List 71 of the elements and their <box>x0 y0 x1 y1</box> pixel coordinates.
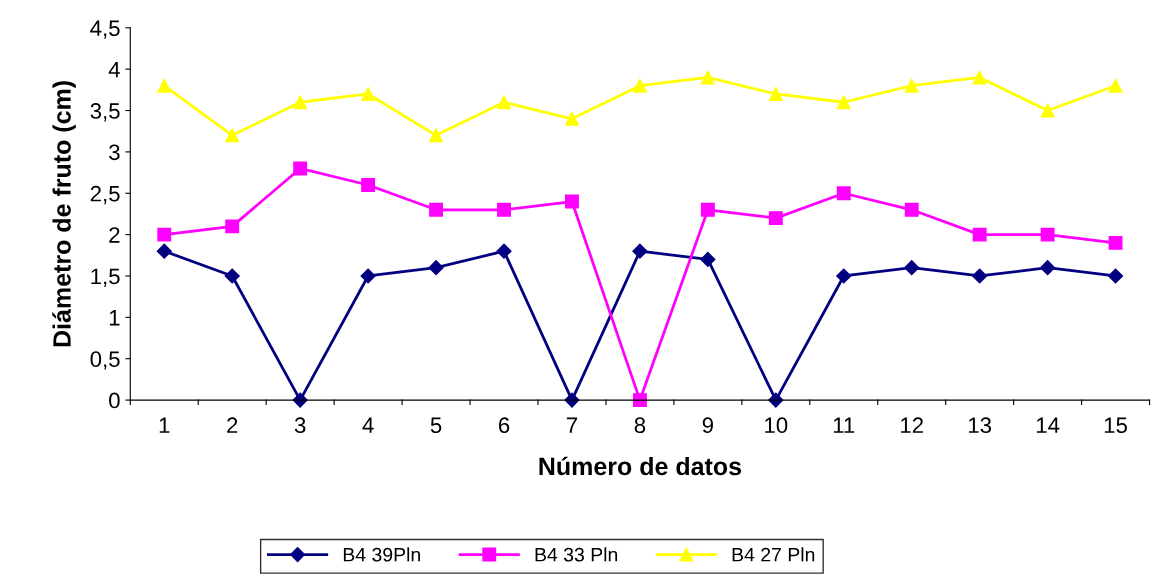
y-tick-label: 2 <box>109 227 120 243</box>
x-tick-label: 1 <box>159 417 170 433</box>
x-tick-label: 4 <box>362 417 374 433</box>
y-tick-label: 1 <box>109 310 120 326</box>
point <box>700 70 715 85</box>
point <box>904 260 920 276</box>
x-tick-label: 7 <box>566 417 578 433</box>
y-tick-label: 4 <box>108 61 120 78</box>
y-tick-label: 4,5 <box>90 20 120 39</box>
point <box>293 161 308 176</box>
point <box>293 95 308 110</box>
point <box>972 227 987 242</box>
point <box>1108 78 1123 93</box>
x-tick-label: 15 <box>1104 417 1127 434</box>
point <box>565 194 579 209</box>
x-tick-label: 13 <box>969 417 992 434</box>
x-tick-label: 8 <box>634 417 646 434</box>
point <box>428 260 444 276</box>
point <box>565 111 579 126</box>
point <box>157 227 172 242</box>
legend-label: B4 33 Pln <box>535 547 618 562</box>
point <box>700 202 715 217</box>
point <box>497 202 511 217</box>
point <box>632 78 647 93</box>
point <box>156 243 172 259</box>
x-tick-label: 10 <box>765 417 788 434</box>
point <box>497 95 511 110</box>
point <box>1040 227 1055 242</box>
point <box>1040 103 1055 118</box>
point <box>1040 260 1056 276</box>
legend-label: B4 27 Pln <box>732 547 815 562</box>
point <box>429 202 444 217</box>
point <box>361 178 376 192</box>
x-axis-title: Número de datos <box>539 456 741 476</box>
point <box>360 268 376 284</box>
y-tick-label: 3,5 <box>90 103 120 122</box>
y-axis-title: Diámetro de fruto (cm) <box>52 81 76 347</box>
point <box>836 186 851 201</box>
y-tick-label: 3 <box>109 144 120 161</box>
x-tick-label: 14 <box>1036 417 1060 433</box>
x-tick-label: 5 <box>430 417 442 434</box>
y-tick-label: 1,5 <box>91 268 120 287</box>
point <box>429 128 444 143</box>
point <box>1107 268 1124 284</box>
y-tick-label: 0 <box>109 392 120 409</box>
point <box>768 211 783 226</box>
point <box>972 268 988 284</box>
point <box>496 243 512 259</box>
point <box>225 128 240 143</box>
point <box>361 87 376 101</box>
x-tick-label: 3 <box>294 417 306 434</box>
point <box>904 78 919 93</box>
point <box>157 78 172 93</box>
point <box>224 268 240 284</box>
y-tick-label: 0,5 <box>90 351 120 370</box>
x-tick-label: 12 <box>901 417 923 433</box>
x-tick-label: 9 <box>702 417 713 434</box>
x-tick-label: 6 <box>498 417 510 434</box>
point <box>768 87 783 101</box>
y-tick-label: 2,5 <box>90 185 120 205</box>
point <box>836 268 852 284</box>
x-tick-label: 11 <box>833 417 855 433</box>
x-tick-label: 2 <box>227 417 238 433</box>
point <box>972 70 987 85</box>
point <box>1108 235 1123 250</box>
point <box>225 219 240 234</box>
point <box>904 202 919 217</box>
point <box>836 95 851 110</box>
point <box>700 251 716 268</box>
legend-label: B4 39Pln <box>343 547 420 562</box>
point <box>632 243 648 259</box>
